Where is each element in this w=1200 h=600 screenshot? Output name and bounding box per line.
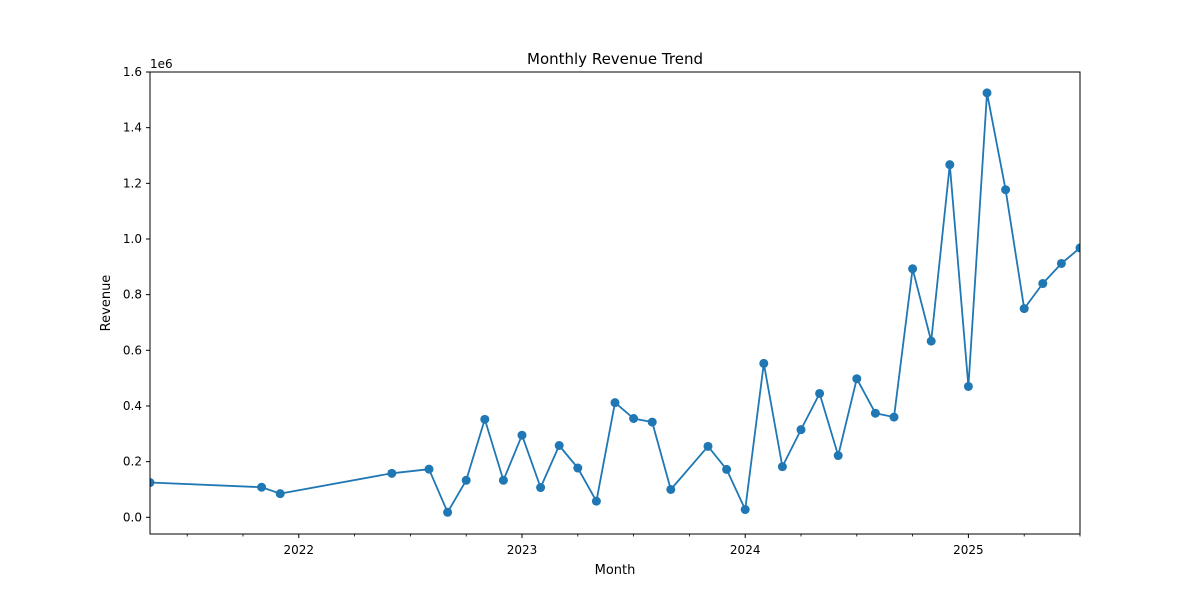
y-tick-label: 1.6 (123, 65, 142, 79)
data-point (740, 505, 750, 515)
data-point (647, 417, 657, 427)
data-point (150, 478, 155, 488)
data-point (424, 464, 434, 474)
data-point (517, 430, 527, 440)
y-tick-label: 0.0 (123, 510, 142, 524)
data-point (852, 374, 862, 384)
data-point (480, 414, 490, 424)
data-point (666, 484, 676, 494)
y-axis-label: Revenue (99, 275, 114, 332)
data-point (536, 483, 546, 493)
y-tick-label: 0.6 (123, 343, 142, 357)
y-tick-label: 0.8 (123, 288, 142, 302)
data-point (1038, 279, 1048, 289)
data-point (982, 88, 992, 98)
data-point (1075, 243, 1080, 253)
data-point (1019, 304, 1029, 314)
data-point (1001, 185, 1011, 195)
y-axis-scale-label: 1e6 (150, 57, 173, 71)
data-point (387, 468, 397, 478)
y-tick-label: 1.0 (123, 232, 142, 246)
data-point (275, 489, 285, 499)
data-point (833, 451, 843, 461)
data-point (870, 408, 880, 418)
x-axis-label: Month (595, 563, 636, 578)
data-point (629, 414, 639, 423)
data-point (963, 381, 973, 391)
x-tick-label: 2022 (284, 543, 315, 557)
y-tick-label: 0.2 (123, 455, 142, 469)
x-tick-label: 2024 (730, 543, 761, 557)
data-point (908, 264, 918, 274)
y-tick-label: 1.2 (123, 176, 142, 190)
y-tick-label: 1.4 (123, 121, 142, 135)
data-point (926, 336, 936, 346)
data-point (703, 441, 713, 451)
data-point (796, 425, 806, 435)
data-point (573, 463, 583, 473)
x-tick-label: 2023 (507, 543, 538, 557)
data-point (889, 412, 899, 422)
data-point (610, 398, 620, 408)
data-point (498, 475, 508, 485)
data-point (257, 482, 267, 492)
data-point (945, 160, 955, 170)
x-tick-label: 2025 (953, 543, 984, 557)
data-point (759, 358, 769, 368)
data-point (443, 507, 453, 517)
data-point (815, 388, 825, 398)
data-point (461, 475, 471, 485)
axes-frame (149, 71, 1081, 535)
data-point (722, 464, 732, 474)
data-point (591, 496, 601, 506)
data-point (777, 462, 787, 472)
y-tick-label: 0.4 (123, 399, 142, 413)
chart-title: Monthly Revenue Trend (527, 50, 703, 68)
data-point (1056, 258, 1066, 268)
plot-area: 0.0 0.2 0.4 0.6 0.8 1.0 1.2 1.4 1.6 2022 2023 2024 2… (123, 65, 1081, 557)
data-point (554, 440, 564, 450)
